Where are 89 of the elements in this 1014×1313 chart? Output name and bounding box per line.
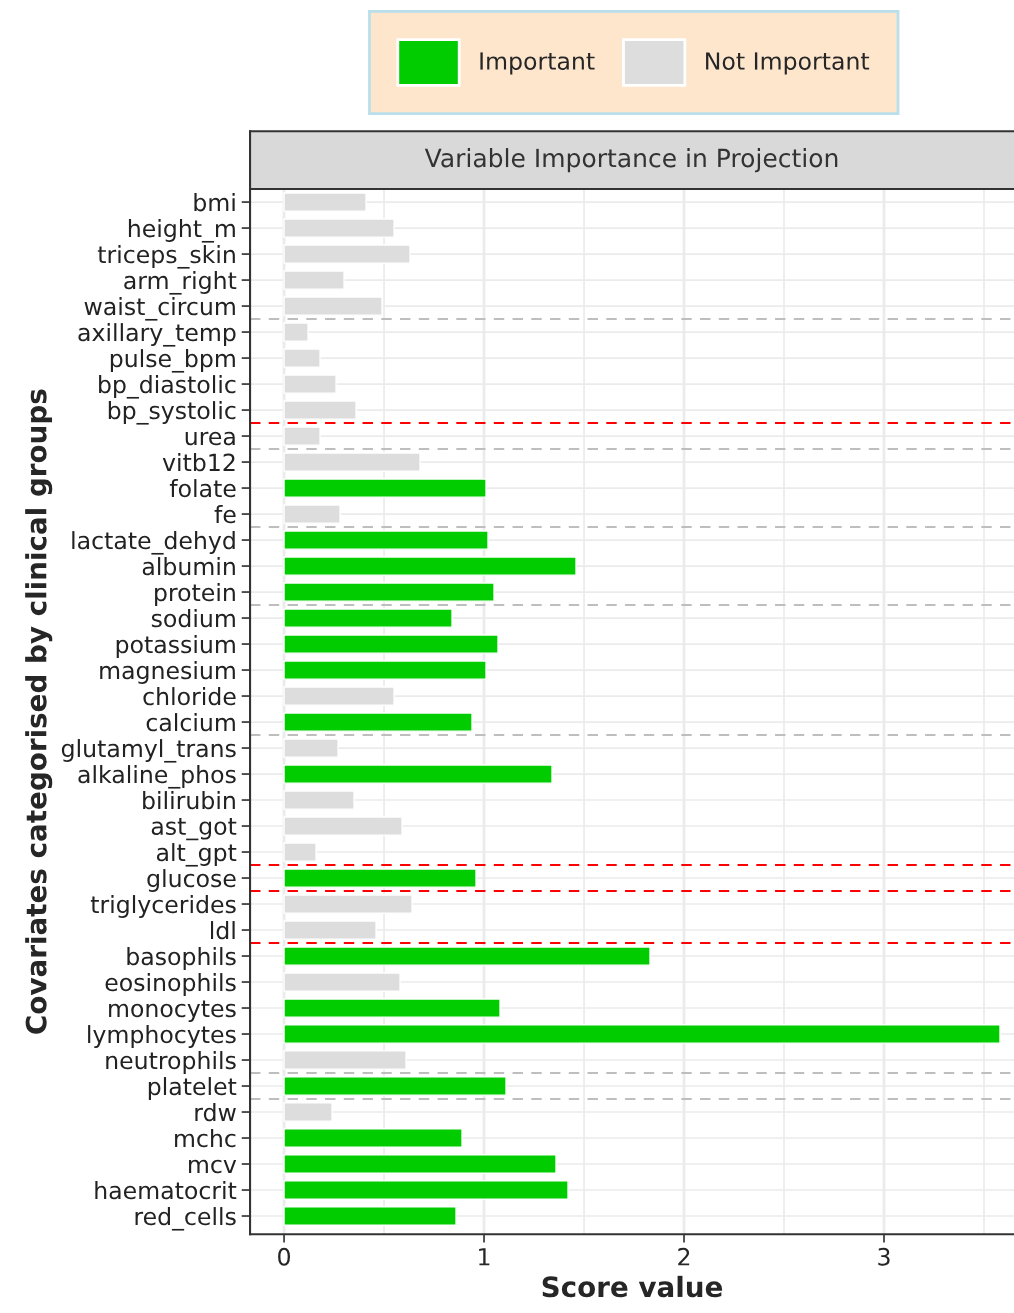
bar (283, 972, 401, 992)
bar (283, 608, 453, 628)
bar (283, 1050, 407, 1070)
bar (283, 1102, 333, 1122)
y-tick-label: potassium (116, 635, 235, 658)
bar (283, 816, 403, 836)
y-tick-label: pulse_bpm (110, 349, 235, 373)
y-tick-label: haematocrit (95, 1181, 237, 1200)
bar (283, 426, 321, 446)
y-tick-label: triglycerides (90, 895, 236, 918)
y-tick-label: triceps_skin (97, 245, 235, 269)
bar (283, 790, 355, 810)
bar (283, 244, 411, 264)
y-tick-label: magnesium (100, 661, 235, 684)
bar (283, 1180, 569, 1200)
y-tick-label: bp_diastolic (99, 375, 236, 399)
y-tick-label: vitb12 (162, 453, 235, 472)
bar (283, 374, 337, 394)
bar (283, 920, 377, 940)
bar (283, 192, 367, 212)
y-tick-label: ast_got (151, 818, 237, 841)
y-tick-label: fe (214, 505, 236, 524)
y-tick-label: alt_gpt (156, 843, 237, 867)
bar (283, 738, 339, 758)
bar (283, 1024, 1001, 1044)
bar (283, 764, 553, 784)
bar (283, 1154, 557, 1174)
bar (283, 348, 321, 368)
y-tick-label: platelet (148, 1077, 237, 1100)
y-tick-label: urea (185, 431, 235, 446)
y-tick-label: bmi (194, 193, 235, 212)
y-tick-label: neutrophils (106, 1051, 236, 1074)
bar (283, 322, 309, 342)
bar (283, 296, 383, 316)
y-axis-title: Covariates categorised by clinical groups (25, 389, 53, 1034)
y-tick-label: basophils (127, 947, 236, 970)
y-tick-label: mchc (175, 1129, 236, 1148)
x-tick-label: 0 (278, 1247, 290, 1266)
y-tick-label: axillary_temp (78, 323, 236, 347)
bar (283, 634, 499, 654)
y-tick-label: rdw (195, 1103, 236, 1122)
legend-label: Not Important (706, 52, 870, 75)
y-tick-label: lymphocytes (88, 1025, 236, 1048)
bar (283, 660, 487, 680)
bar (283, 868, 477, 888)
bar (283, 218, 395, 238)
chart-title: Variable Importance in Projection (424, 148, 838, 173)
bar (283, 452, 421, 472)
bar (283, 556, 577, 576)
y-tick-label: arm_right (124, 271, 237, 295)
x-tick-label: 3 (878, 1247, 890, 1266)
y-tick-label: height_m (128, 219, 235, 243)
y-tick-label: ldl (210, 921, 235, 940)
y-tick-label: glucose (147, 869, 236, 892)
bar (283, 842, 317, 862)
bar (283, 712, 473, 732)
bar (283, 1128, 463, 1148)
y-tick-label: lactate_dehyd (72, 531, 235, 555)
y-tick-label: glutamyl_trans (61, 739, 236, 763)
x-tick-label: 1 (479, 1248, 490, 1266)
y-tick-label: bilirubin (143, 791, 235, 810)
y-tick-label: sodium (151, 609, 235, 628)
y-tick-label: red_cells (135, 1207, 236, 1231)
bar (283, 582, 495, 602)
bar (283, 1076, 507, 1096)
x-tick-label: 2 (678, 1247, 690, 1266)
y-tick-label: chloride (143, 687, 236, 706)
y-tick-label: alkaline_phos (78, 765, 236, 789)
bar (283, 998, 501, 1018)
y-tick-label: protein (155, 583, 235, 606)
y-tick-label: bp_systolic (108, 401, 236, 425)
bar (283, 270, 345, 290)
y-tick-label: mcv (189, 1159, 237, 1174)
bar (283, 478, 487, 498)
y-tick-label: calcium (146, 713, 235, 732)
y-tick-label: folate (169, 479, 236, 498)
y-tick-label: eosinophils (105, 973, 236, 996)
bar (283, 894, 413, 914)
legend-label: Important (480, 52, 595, 75)
y-tick-label: albumin (142, 557, 235, 576)
bar (283, 400, 357, 420)
y-tick-label: monocytes (109, 1000, 236, 1022)
bar (283, 686, 395, 706)
bar (283, 504, 341, 524)
bar (283, 1206, 457, 1226)
y-tick-label: waist_circum (84, 297, 235, 321)
bar (283, 530, 489, 550)
x-axis-title: Score value (542, 1275, 723, 1298)
bar (283, 946, 651, 966)
